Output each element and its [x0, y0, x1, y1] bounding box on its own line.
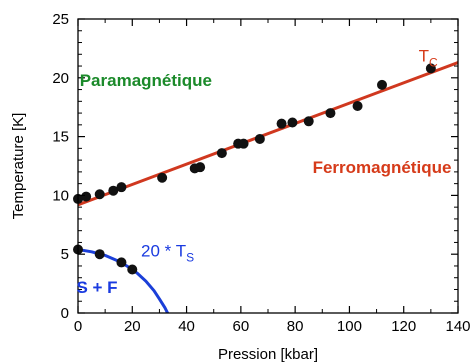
x-tick-label: 120	[391, 318, 416, 335]
tc-data-point	[216, 148, 227, 159]
tc-data-point	[287, 117, 298, 128]
tc-fit-line	[78, 61, 458, 207]
y-tick-label: 5	[61, 246, 69, 263]
y-tick-label: 20	[52, 70, 69, 87]
tc-data-point	[108, 185, 119, 196]
ts-data-point	[127, 264, 138, 275]
x-tick-label: 40	[178, 318, 195, 335]
annotations: Paramagnétique Ferromagnétique 20 * TS S + …	[76, 46, 451, 297]
annotation-label: Ferromagnétique	[313, 158, 452, 177]
ts-data-point	[94, 249, 105, 260]
tc-data-point	[238, 138, 249, 149]
annotation-label: TC	[419, 46, 438, 69]
y-tick-label: 10	[52, 187, 69, 204]
x-tick-label: 60	[233, 318, 250, 335]
annotation-label: Paramagnétique	[80, 71, 212, 90]
tc-data-point	[157, 172, 168, 183]
tc-data-point	[425, 63, 436, 74]
axes: 0 20 40 60 80 100 120 140 0 5 10 15 20 25	[52, 11, 470, 335]
tc-data-point	[94, 189, 105, 200]
tc-data-point	[352, 101, 363, 112]
y-tick-label: 15	[52, 129, 69, 146]
x-axis-label: Pression [kbar]	[218, 346, 318, 363]
plot-points	[73, 63, 436, 275]
y-axis-label: Temperature [K]	[10, 113, 27, 220]
x-tick-label: 0	[74, 318, 82, 335]
tc-data-point	[116, 182, 127, 193]
plot-lines	[78, 61, 458, 313]
tc-data-point	[81, 191, 92, 202]
tc-data-point	[195, 162, 206, 173]
tc-data-point	[276, 118, 287, 129]
tc-data-point	[377, 79, 387, 90]
y-tick-label: 0	[61, 305, 69, 322]
x-tick-label: 140	[445, 318, 470, 335]
tc-data-point	[303, 116, 314, 127]
x-tick-label: 100	[337, 318, 362, 335]
ts-data-point	[116, 257, 127, 268]
y-tick-label: 25	[52, 11, 69, 28]
tc-data-point	[325, 108, 336, 119]
annotation-label: S + F	[76, 278, 117, 297]
tc-data-point	[254, 133, 265, 144]
annotation-label: 20 * TS	[141, 242, 194, 265]
x-tick-label: 80	[287, 318, 304, 335]
x-tick-label: 20	[124, 318, 141, 335]
